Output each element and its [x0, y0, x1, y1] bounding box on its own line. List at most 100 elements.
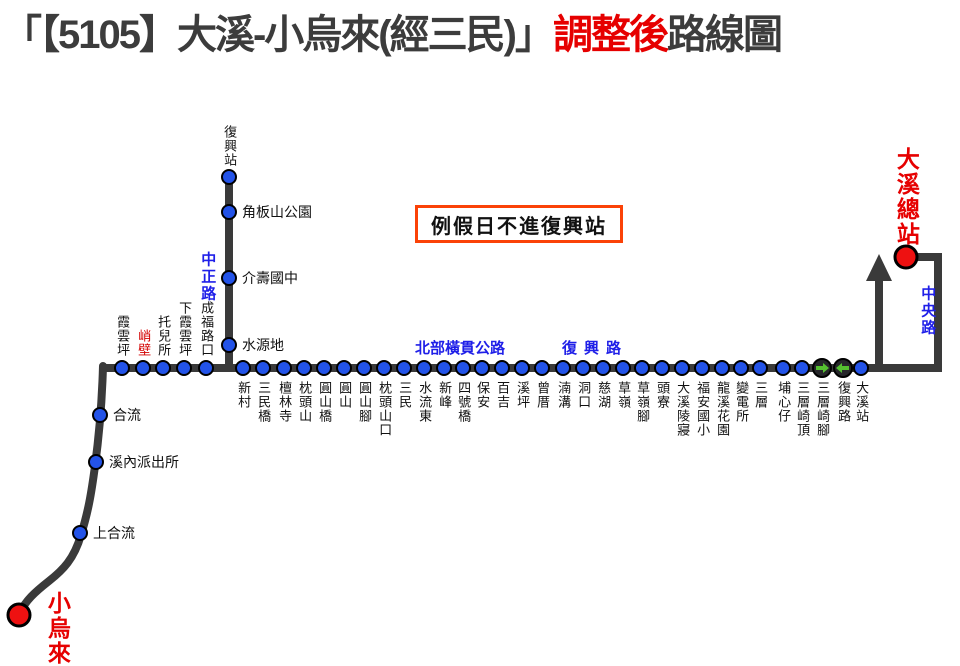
stop-dot [376, 360, 392, 376]
stop-dot [714, 360, 730, 376]
page-title: 「【5105】大溪-小烏來(經三民)」調整後路線圖 [2, 2, 958, 60]
route-line-left-branch [16, 362, 107, 617]
stop-label: 曾厝 [535, 381, 551, 409]
stop-dot [336, 360, 352, 376]
stop-dot [221, 204, 237, 220]
stop-label: 草嶺 [616, 381, 632, 409]
stop-label: 復興站 [222, 125, 238, 167]
stop-label: 圓山腳 [357, 381, 373, 423]
stop-label: 湳溝 [556, 381, 572, 409]
stop-dot [296, 360, 312, 376]
stop-label: 百吉 [495, 381, 511, 409]
stop-dot [595, 360, 611, 376]
road-label-zhongyang-road: 中央路 [919, 285, 937, 337]
stop-dot [255, 360, 271, 376]
stop-label: 水流東 [417, 381, 433, 423]
stop-dot [221, 169, 237, 185]
stop-label: 三層崎頂 [795, 381, 811, 437]
stop-label: 下霞雲坪 [177, 301, 193, 357]
stop-label: 龍溪花園 [715, 381, 731, 437]
stop-dot [235, 360, 251, 376]
stop-dot [674, 360, 690, 376]
stop-label: 枕頭山 [297, 381, 313, 423]
stop-dot [514, 360, 530, 376]
stop-dot [198, 360, 214, 376]
stop-label: 新村 [236, 381, 252, 409]
stop-dot [474, 360, 490, 376]
terminal-label-xiaowulai: 小烏來 [44, 591, 71, 666]
stop-label: 三民 [397, 381, 413, 409]
stop-label: 檀林寺 [277, 381, 293, 423]
arrival-arrow-head [866, 254, 892, 281]
terminal-label-daxi: 大溪總站 [893, 147, 920, 247]
stop-label: 枕頭山口 [377, 381, 393, 437]
stop-label: 草嶺腳 [635, 381, 651, 423]
stop-label: 變電所 [734, 381, 750, 423]
terminal-dot-xiaowulai [6, 602, 32, 628]
stop-dot [155, 360, 171, 376]
arrow-left-icon [836, 363, 849, 373]
stop-dot [494, 360, 510, 376]
stop-label: 四號橋 [456, 381, 472, 423]
title-prefix: 「【5105】大溪-小烏來(經三民)」 [2, 13, 555, 57]
stop-label: 角板山公園 [242, 206, 312, 221]
stop-dot [794, 360, 810, 376]
stop-dot [135, 360, 151, 376]
stop-dot [221, 337, 237, 353]
stop-label: 霞雲坪 [115, 315, 131, 357]
stop-label: 復興路 [836, 381, 852, 423]
stop-dot [654, 360, 670, 376]
stop-dot [853, 360, 869, 376]
stop-label: 合流 [113, 409, 141, 424]
stop-label: 大溪陵寢 [675, 381, 691, 437]
holiday-note: 例假日不進復興站 [415, 205, 623, 243]
title-highlight: 調整後 [552, 13, 669, 57]
stop-label: 溪坪 [515, 381, 531, 409]
stop-label: 成福路口 [199, 301, 215, 357]
stop-dot [534, 360, 550, 376]
stop-dot [416, 360, 432, 376]
stop-dot [176, 360, 192, 376]
stop-dot [114, 360, 130, 376]
stop-dot [72, 525, 88, 541]
stop-label: 頭寮 [655, 381, 671, 409]
stop-dot [356, 360, 372, 376]
stop-dot [752, 360, 768, 376]
stop-dot [396, 360, 412, 376]
stop-label: 三民橋 [256, 381, 272, 423]
stop-label: 三層 [753, 381, 769, 409]
stop-label: 圓山橋 [317, 381, 333, 423]
stop-dot [575, 360, 591, 376]
road-label-north-cross-hwy: 北部橫貫公路 [414, 340, 506, 357]
stop-label: 福安國小 [695, 381, 711, 437]
stop-label: 上合流 [93, 527, 135, 542]
stop-dot [221, 270, 237, 286]
stop-label: 圓山 [337, 381, 353, 409]
stop-dot [276, 360, 292, 376]
stop-label: 埔心仔 [776, 381, 792, 423]
stop-label: 托兒所 [156, 315, 172, 357]
stop-dot [733, 360, 749, 376]
stop-dot [634, 360, 650, 376]
stop-label: 介壽國中 [242, 272, 298, 287]
terminal-dot-daxi [893, 244, 919, 270]
stop-dot [775, 360, 791, 376]
stop-label: 溪內派出所 [109, 456, 179, 471]
stop-label: 水源地 [242, 339, 284, 354]
stop-dot [316, 360, 332, 376]
road-label-fuxing-road-name: 復興路 [561, 340, 629, 357]
stop-label: 峭壁 [136, 329, 152, 357]
stop-label: 新峰 [437, 381, 453, 409]
stop-label: 保安 [475, 381, 491, 409]
stop-dot [694, 360, 710, 376]
stop-dot [92, 407, 108, 423]
arrow-right-icon [816, 363, 829, 373]
title-suffix: 路線圖 [666, 13, 783, 57]
stop-label: 大溪站 [854, 381, 870, 423]
stop-label: 三層崎腳 [815, 381, 831, 437]
stop-label: 洞口 [576, 381, 592, 409]
stop-dot [555, 360, 571, 376]
stop-label: 慈湖 [596, 381, 612, 409]
